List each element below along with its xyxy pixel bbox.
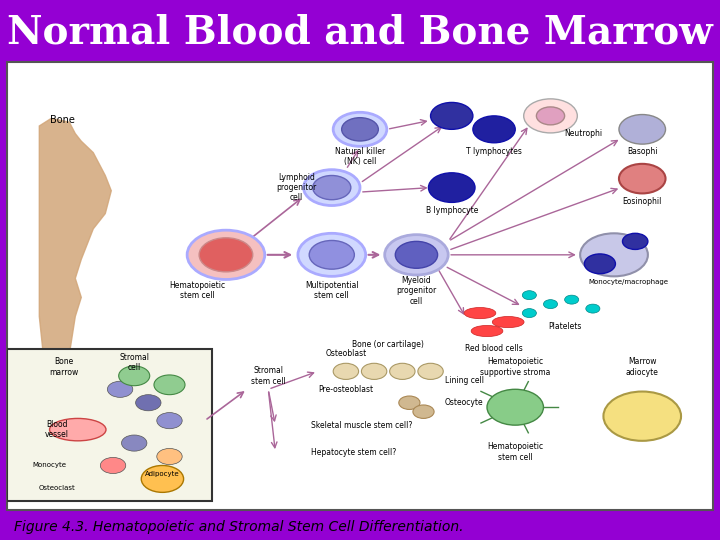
- Circle shape: [119, 366, 150, 386]
- Circle shape: [623, 233, 648, 249]
- Circle shape: [585, 254, 616, 274]
- Circle shape: [487, 389, 544, 425]
- Circle shape: [395, 241, 438, 268]
- Text: Pre-osteoblast: Pre-osteoblast: [318, 385, 374, 394]
- Circle shape: [431, 103, 473, 130]
- Circle shape: [141, 465, 184, 492]
- Circle shape: [522, 309, 536, 318]
- Text: Figure 4.3. Hematopoietic and Stromal Stem Cell Differentiation.: Figure 4.3. Hematopoietic and Stromal St…: [14, 519, 464, 534]
- Text: Monocyte/macrophage: Monocyte/macrophage: [588, 279, 668, 285]
- Polygon shape: [40, 118, 112, 393]
- Circle shape: [298, 233, 366, 276]
- Circle shape: [619, 164, 665, 193]
- Circle shape: [361, 363, 387, 380]
- Circle shape: [333, 363, 359, 380]
- Text: Marrow
adiocyte: Marrow adiocyte: [626, 357, 659, 376]
- Circle shape: [523, 99, 577, 133]
- Text: Neutrophi: Neutrophi: [564, 129, 603, 138]
- Text: Skeletal muscle stem cell?: Skeletal muscle stem cell?: [310, 421, 412, 430]
- Ellipse shape: [471, 326, 503, 336]
- Text: Stromal
cell: Stromal cell: [120, 353, 149, 372]
- Text: T lymphocytes: T lymphocytes: [466, 147, 522, 156]
- Circle shape: [399, 396, 420, 409]
- Text: Lymphoid
progenitor
cell: Lymphoid progenitor cell: [276, 173, 317, 202]
- Circle shape: [580, 233, 648, 276]
- Circle shape: [342, 118, 378, 141]
- Circle shape: [309, 240, 354, 269]
- Circle shape: [312, 176, 351, 200]
- Circle shape: [564, 295, 579, 304]
- Circle shape: [384, 235, 448, 275]
- Circle shape: [100, 457, 126, 474]
- Circle shape: [586, 304, 600, 313]
- Text: Red blood cells: Red blood cells: [465, 345, 523, 354]
- Text: Adipocyte: Adipocyte: [145, 471, 180, 477]
- Circle shape: [135, 395, 161, 411]
- Circle shape: [199, 238, 253, 272]
- Text: Bone (or cartilage): Bone (or cartilage): [352, 340, 424, 349]
- Text: Multipotential
stem cell: Multipotential stem cell: [305, 281, 359, 300]
- Circle shape: [187, 230, 265, 280]
- Circle shape: [473, 116, 516, 143]
- Text: Hematopoietic
stem cell: Hematopoietic stem cell: [170, 281, 226, 300]
- Text: Normal Blood and Bone Marrow Cells: Normal Blood and Bone Marrow Cells: [7, 14, 720, 52]
- Circle shape: [544, 300, 557, 309]
- Circle shape: [333, 112, 387, 146]
- Text: Osteoclast: Osteoclast: [38, 485, 75, 491]
- Text: Basophi: Basophi: [627, 147, 657, 156]
- Circle shape: [418, 363, 444, 380]
- Circle shape: [157, 413, 182, 429]
- Text: Osteocyte: Osteocyte: [445, 398, 483, 407]
- Circle shape: [107, 381, 132, 397]
- Text: Bone: Bone: [50, 116, 74, 125]
- Text: Platelets: Platelets: [548, 322, 581, 331]
- Text: Monocyte: Monocyte: [32, 462, 66, 469]
- Text: Hematopoietic
stem cell: Hematopoietic stem cell: [487, 442, 544, 462]
- Circle shape: [428, 173, 475, 202]
- Circle shape: [304, 170, 360, 206]
- Circle shape: [157, 448, 182, 464]
- Text: Lining cell: Lining cell: [445, 376, 484, 385]
- Text: Myeloid
progenitor
cell: Myeloid progenitor cell: [396, 276, 436, 306]
- Ellipse shape: [492, 316, 524, 328]
- Text: Blood
vessel: Blood vessel: [45, 420, 68, 440]
- Ellipse shape: [464, 307, 496, 319]
- FancyBboxPatch shape: [7, 349, 212, 501]
- Circle shape: [603, 392, 681, 441]
- Circle shape: [536, 107, 564, 125]
- Circle shape: [122, 435, 147, 451]
- Circle shape: [154, 375, 185, 395]
- Circle shape: [413, 405, 434, 418]
- Text: Hepatocyte stem cell?: Hepatocyte stem cell?: [310, 448, 396, 456]
- Text: Hematopoietic
supportive stroma: Hematopoietic supportive stroma: [480, 357, 550, 376]
- Circle shape: [390, 363, 415, 380]
- Text: B lymphocyte: B lymphocyte: [426, 206, 478, 214]
- Circle shape: [619, 114, 665, 144]
- Ellipse shape: [50, 418, 106, 441]
- Text: Osteoblast: Osteoblast: [325, 349, 366, 358]
- Text: Eosinophil: Eosinophil: [623, 197, 662, 206]
- Text: Stromal
stem cell: Stromal stem cell: [251, 366, 286, 386]
- Text: Natural killer
(NK) cell: Natural killer (NK) cell: [335, 146, 385, 166]
- Circle shape: [522, 291, 536, 300]
- Text: Bone
marrow: Bone marrow: [49, 357, 78, 376]
